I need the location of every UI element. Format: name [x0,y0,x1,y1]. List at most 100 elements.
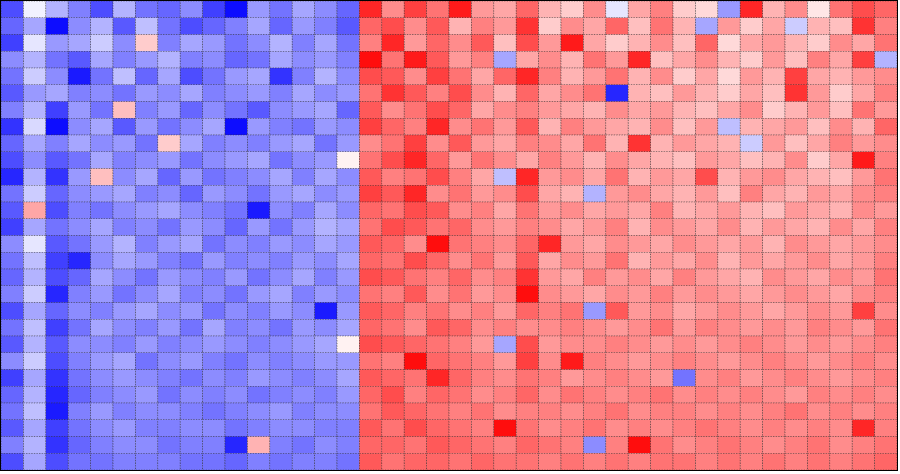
heatmap-cell [403,402,427,421]
heatmap-cell [336,419,360,437]
heatmap-cell [112,302,136,320]
heatmap-cell [157,84,181,102]
heatmap-cell [269,34,293,52]
heatmap-cell [45,235,69,253]
heatmap-cell [291,201,315,220]
heatmap-cell [112,134,136,153]
heatmap-cell [291,101,315,119]
heatmap-cell [359,352,383,370]
heatmap-cell [851,385,875,404]
heatmap-cell [515,436,539,454]
heatmap-cell [807,285,831,303]
heatmap-cell [851,151,875,169]
heatmap-cell [739,419,763,437]
heatmap-cell [695,369,719,387]
heatmap-cell [67,285,91,303]
heatmap-cell [269,101,293,119]
heatmap-cell [471,134,495,153]
heatmap-cell [739,134,763,153]
heatmap-cell [359,251,383,270]
heatmap-cell [0,0,24,19]
heatmap-cell [426,369,450,387]
heatmap-cell [67,84,91,102]
heatmap-cell [851,17,875,35]
heatmap-cell [583,235,607,253]
heatmap-cell [224,17,248,35]
heatmap-cell [807,268,831,287]
heatmap-cell [381,34,405,52]
heatmap-cell [314,419,338,437]
heatmap-cell [135,134,159,153]
heatmap-cell [0,168,24,186]
heatmap-cell [426,268,450,287]
heatmap-cell [605,402,629,421]
heatmap-cell [448,67,472,86]
heatmap-cell [23,436,47,454]
heatmap-cell [739,335,763,354]
heatmap-cell [650,251,674,270]
heatmap-cell [224,201,248,220]
heatmap-cell [224,302,248,320]
heatmap-cell [224,34,248,52]
heatmap-cell [627,302,651,320]
heatmap-cell [157,402,181,421]
heatmap-cell [67,50,91,69]
heatmap-cell [157,168,181,186]
heatmap-cell [717,101,741,119]
heatmap-cell [874,201,898,220]
heatmap-cell [90,318,114,337]
heatmap-cell [807,134,831,153]
heatmap-cell [493,235,517,253]
heatmap-cell [67,318,91,337]
heatmap-cell [717,151,741,169]
heatmap-cell [179,352,203,370]
heatmap-cell [314,151,338,169]
heatmap-cell [739,101,763,119]
heatmap-cell [448,0,472,19]
heatmap-cell [314,452,338,471]
heatmap-cell [515,302,539,320]
heatmap-cell [538,184,562,203]
heatmap-cell [314,369,338,387]
heatmap-cell [560,251,584,270]
heatmap-cell [426,50,450,69]
heatmap-cell [202,168,226,186]
heatmap-cell [672,335,696,354]
heatmap-cell [695,352,719,370]
heatmap-cell [583,369,607,387]
heatmap-cell [247,285,271,303]
heatmap-cell [359,17,383,35]
heatmap-cell [157,251,181,270]
heatmap-cell [112,101,136,119]
heatmap-cell [90,369,114,387]
heatmap-cell [851,268,875,287]
heatmap-cell [471,335,495,354]
heatmap-cell [672,101,696,119]
heatmap-cell [112,168,136,186]
heatmap-cell [672,352,696,370]
heatmap-cell [515,318,539,337]
heatmap-cell [695,50,719,69]
heatmap-cell [515,218,539,236]
heatmap-cell [112,235,136,253]
heatmap-cell [67,352,91,370]
heatmap-cell [717,201,741,220]
heatmap-cell [224,318,248,337]
heatmap-cell [762,402,786,421]
heatmap-cell [0,419,24,437]
heatmap-cell [202,235,226,253]
heatmap-cell [247,201,271,220]
heatmap-cell [45,151,69,169]
heatmap-cell [448,151,472,169]
heatmap-cell [336,84,360,102]
heatmap-cell [784,67,808,86]
heatmap-cell [247,335,271,354]
heatmap-cell [157,268,181,287]
heatmap-cell [538,134,562,153]
heatmap-cell [695,251,719,270]
heatmap-cell [493,268,517,287]
heatmap-cell [336,352,360,370]
heatmap-cell [515,251,539,270]
heatmap-cell [45,218,69,236]
